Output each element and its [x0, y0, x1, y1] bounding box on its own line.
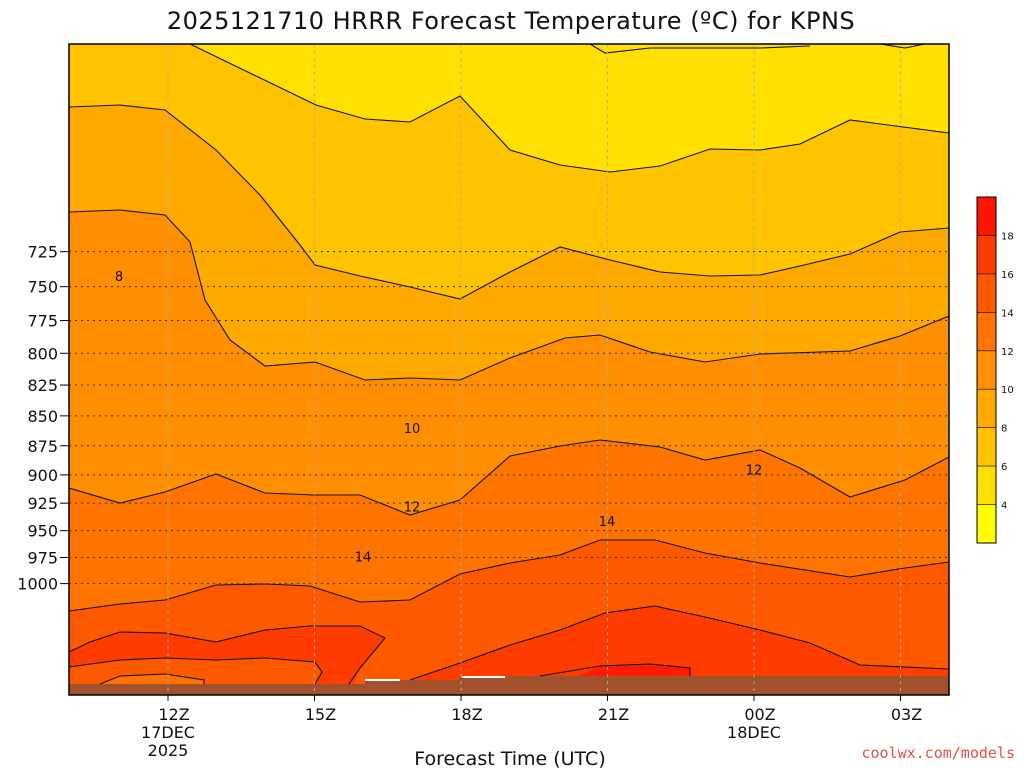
y-tick-label: 975: [27, 548, 58, 567]
contour-14: [69, 539, 949, 612]
contour-8-top: [189, 44, 949, 173]
colorbar-label: 14: [1001, 308, 1014, 319]
colorbar-swatch: [977, 504, 996, 543]
plot-area: [68, 43, 950, 696]
contour-18-a: [69, 657, 323, 685]
colorbar-swatch: [977, 466, 996, 505]
y-tick-label: 825: [27, 376, 58, 395]
colorbar-frame: [976, 196, 997, 544]
colorbar-label: 10: [1001, 385, 1014, 396]
y-tick-label: 1000: [17, 575, 58, 594]
colorbar-swatch: [977, 427, 996, 467]
contour-16-b: [409, 605, 949, 681]
contour-8: [69, 104, 949, 300]
contour-18-c: [539, 663, 691, 677]
contour-labels: 8 10 12 12 14 14: [115, 270, 763, 565]
colorbar-swatch: [977, 273, 996, 313]
y-tick-label: 775: [27, 312, 58, 331]
contour-label: 14: [355, 550, 372, 565]
credit-text: coolwx.com/models: [861, 744, 1015, 762]
x-tick-label: 18Z: [451, 705, 482, 724]
colorbar: 4 6 8 10 12 14 16 18: [976, 196, 1014, 544]
contour-16-a: [69, 625, 386, 685]
colorbar-label: 4: [1001, 501, 1007, 512]
x-tick-label: 15Z: [305, 705, 336, 724]
colorbar-swatch: [977, 235, 996, 274]
y-tick-label: 925: [27, 494, 58, 513]
y-axis: 725 750 775 800 825 850 875 900 925 950 975 1000: [17, 243, 69, 594]
x-tick-year: 2025: [148, 741, 189, 760]
contour-label: 8: [115, 270, 123, 285]
x-tick-date: 18DEC: [727, 723, 781, 742]
colorbar-label: 6: [1001, 462, 1007, 473]
y-tick-label: 875: [27, 437, 58, 456]
x-tick-label: 12Z: [158, 705, 189, 724]
colorbar-label: 18: [1001, 231, 1014, 242]
y-tick-label: 800: [27, 344, 58, 363]
band-18-20-b: [410, 606, 949, 695]
colorbar-swatch: [977, 389, 996, 428]
x-tick-date: 17DEC: [141, 723, 195, 742]
y-tick-label: 750: [27, 278, 58, 297]
x-axis-label: Forecast Time (UTC): [414, 748, 605, 768]
colorbar-label: 12: [1001, 347, 1014, 358]
plot-frame: [68, 43, 950, 696]
colorbar-swatch: [977, 197, 996, 236]
ground-edge-marks: [365, 676, 505, 681]
grid-lines: [69, 44, 949, 695]
x-tick-label: 00Z: [744, 705, 775, 724]
colorbar-label: 8: [1001, 424, 1007, 435]
contour-label: 14: [599, 515, 616, 530]
ground-band: [69, 676, 949, 695]
y-tick-label: 900: [27, 466, 58, 485]
chart-title: 2025121710 HRRR Forecast Temperature (ºC…: [167, 7, 855, 35]
contour-6-cap: [589, 44, 926, 54]
y-tick-label: 725: [27, 243, 58, 262]
contour-label: 10: [404, 422, 421, 437]
contour-label: 12: [746, 463, 763, 478]
x-tick-label: 21Z: [598, 705, 629, 724]
contour-10: [69, 209, 949, 381]
temperature-fill: [69, 44, 949, 695]
y-tick-label: 850: [27, 407, 58, 426]
colorbar-swatch: [977, 350, 996, 390]
x-tick-label: 03Z: [891, 705, 922, 724]
contour-18-b: [99, 673, 205, 685]
contour-lines: [69, 44, 949, 685]
contour-12: [69, 439, 949, 516]
y-tick-label: 950: [27, 522, 58, 541]
contour-label: 12: [404, 501, 421, 516]
colorbar-label: 16: [1001, 270, 1014, 281]
colorbar-swatch: [977, 312, 996, 351]
